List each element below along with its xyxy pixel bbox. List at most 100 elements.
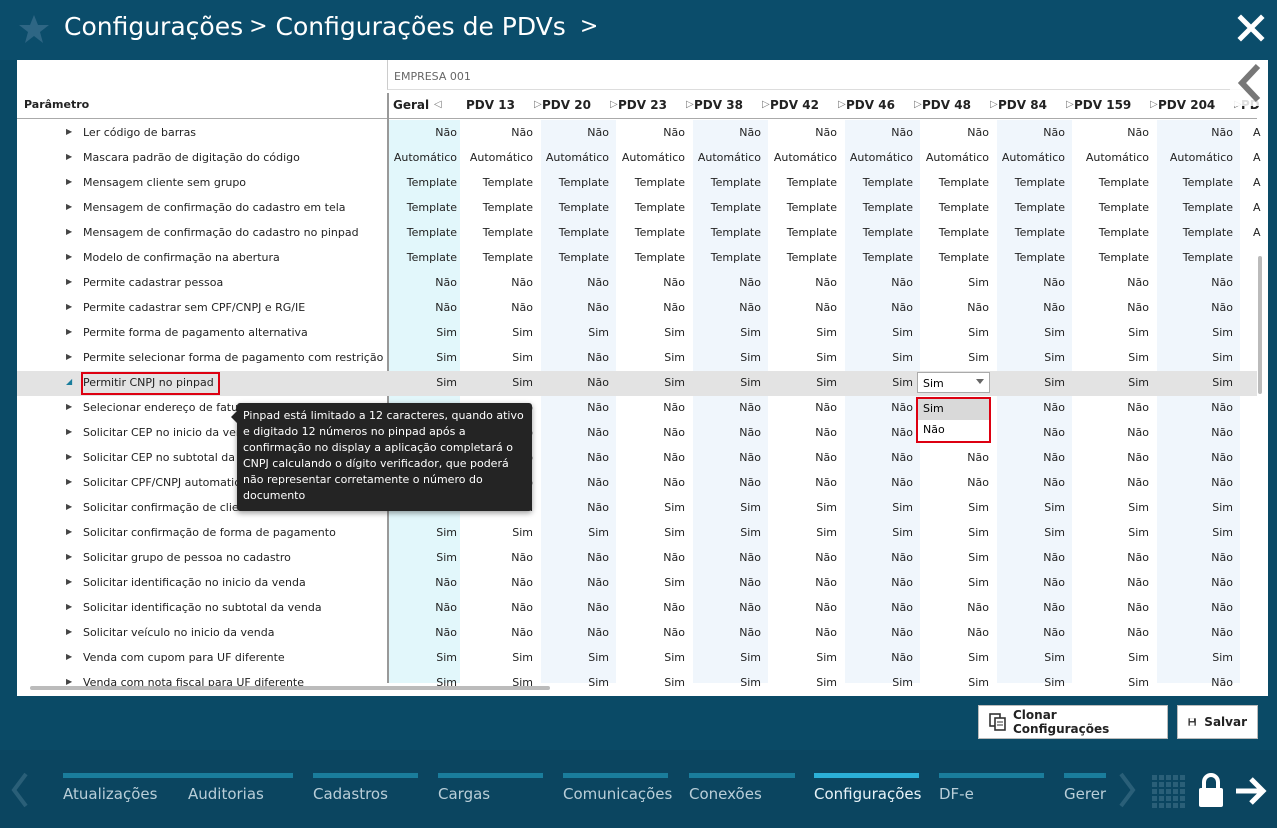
param-value[interactable]: Não — [1127, 601, 1149, 614]
param-value[interactable]: Template — [710, 176, 761, 189]
param-value[interactable]: Sim — [968, 651, 989, 664]
param-value[interactable]: Template — [634, 226, 685, 239]
star-icon[interactable] — [18, 13, 50, 45]
param-value[interactable]: Template — [634, 251, 685, 264]
expand-icon[interactable]: ▶ — [66, 427, 73, 436]
param-value[interactable]: Template — [1098, 251, 1149, 264]
nav-item[interactable]: Auditorias — [188, 773, 293, 813]
param-value[interactable]: Não — [1211, 601, 1233, 614]
param-value[interactable]: Não — [663, 426, 685, 439]
param-value[interactable]: Template — [634, 176, 685, 189]
column-header[interactable]: PDV 20 — [542, 98, 591, 112]
param-value[interactable]: Não — [891, 601, 913, 614]
column-sort-icon[interactable]: ▷ — [686, 99, 694, 110]
expand-icon[interactable]: ▶ — [66, 202, 73, 211]
param-value[interactable]: Não — [891, 626, 913, 639]
param-value[interactable]: Sim — [1044, 676, 1065, 689]
param-value[interactable]: Sim — [512, 526, 533, 539]
param-value[interactable]: Template — [558, 176, 609, 189]
param-value[interactable]: Template — [482, 176, 533, 189]
param-value[interactable]: Template — [786, 226, 837, 239]
table-row[interactable]: ▶ Permite cadastrar sem CPF/CNPJ e RG/IE N… — [17, 296, 1257, 321]
param-value[interactable]: Não — [587, 401, 609, 414]
table-row[interactable]: ▶ Solicitar identificação no subtotal da … — [17, 596, 1257, 621]
param-value[interactable]: Não — [891, 451, 913, 464]
param-value[interactable]: Sim — [1212, 376, 1233, 389]
param-value[interactable]: Não — [1043, 551, 1065, 564]
table-row[interactable]: ▶ Solicitar identificação no inicio da ve… — [17, 571, 1257, 596]
param-value[interactable]: Template — [862, 201, 913, 214]
param-value[interactable]: Automático — [545, 151, 609, 164]
param-value[interactable]: Não — [1127, 301, 1149, 314]
param-value[interactable]: Sim — [436, 676, 457, 689]
param-value[interactable]: Sim — [512, 676, 533, 689]
param-value[interactable]: Sim — [968, 501, 989, 514]
param-value[interactable]: Sim — [740, 501, 761, 514]
param-value[interactable]: Não — [587, 476, 609, 489]
param-value[interactable]: A — [1253, 176, 1261, 189]
nav-item[interactable]: Gerer — [1064, 773, 1106, 813]
table-row[interactable]: ▶ Mascara padrão de digitação do código Au… — [17, 146, 1261, 171]
param-value[interactable]: Não — [967, 476, 989, 489]
param-value[interactable]: Não — [435, 626, 457, 639]
param-value[interactable]: Não — [511, 626, 533, 639]
table-row[interactable]: ▶ Mensagem de confirmação do cadastro em … — [17, 196, 1261, 221]
param-value[interactable]: Template — [1014, 226, 1065, 239]
param-value[interactable]: Template — [710, 201, 761, 214]
param-value[interactable]: Não — [739, 276, 761, 289]
param-value[interactable]: Sim — [1044, 526, 1065, 539]
param-value[interactable]: Sim — [816, 676, 837, 689]
table-row[interactable]: ▶ Solicitar grupo de pessoa no cadastro Si… — [17, 546, 1257, 571]
nav-item[interactable]: Comunicações — [563, 773, 672, 813]
param-value[interactable]: Não — [739, 601, 761, 614]
param-value[interactable]: Template — [482, 251, 533, 264]
table-row[interactable]: ▶ Permite forma de pagamento alternativa S… — [17, 321, 1257, 346]
param-value[interactable]: Não — [1043, 626, 1065, 639]
param-value[interactable]: Não — [739, 301, 761, 314]
param-value[interactable]: Template — [710, 226, 761, 239]
nav-next-icon[interactable] — [1117, 770, 1139, 810]
param-value[interactable]: Não — [587, 301, 609, 314]
nav-item[interactable]: Conexões — [689, 773, 795, 813]
param-value[interactable]: Não — [1043, 401, 1065, 414]
table-row[interactable]: ▶ Solicitar confirmação de forma de pagam… — [17, 521, 1257, 546]
param-value[interactable]: Não — [1127, 451, 1149, 464]
table-row[interactable]: ▶ Solicitar veículo no inicio da venda Não… — [17, 621, 1257, 646]
param-value[interactable]: Não — [587, 451, 609, 464]
param-value[interactable]: Não — [739, 401, 761, 414]
table-row[interactable]: ▶ Solicitar CPF/CNPJ automaticamente Não Nã… — [17, 471, 1257, 496]
param-value[interactable]: Template — [482, 226, 533, 239]
table-row[interactable]: ▶ Modelo de confirmação na abertura Templa… — [17, 246, 1257, 271]
param-value[interactable]: Não — [815, 451, 837, 464]
column-header[interactable]: PDV 48 — [922, 98, 971, 112]
param-value[interactable]: Template — [634, 201, 685, 214]
param-value[interactable]: Não — [815, 626, 837, 639]
table-row[interactable]: ▶ Solicitar CEP no inicio da venda Não Não N… — [17, 421, 1257, 446]
param-value[interactable]: Sim — [1128, 326, 1149, 339]
param-value[interactable]: Não — [587, 276, 609, 289]
param-value[interactable]: Sim — [816, 351, 837, 364]
param-value[interactable]: Não — [663, 626, 685, 639]
param-value[interactable]: Não — [1211, 476, 1233, 489]
table-row[interactable]: ▶ Solicitar CEP no subtotal da venda Não Nã… — [17, 446, 1257, 471]
param-value[interactable]: Não — [587, 576, 609, 589]
param-value[interactable]: Automático — [1085, 151, 1149, 164]
param-value[interactable]: Sim — [436, 551, 457, 564]
param-value[interactable]: Template — [1182, 201, 1233, 214]
column-header[interactable]: PDV 13 — [466, 98, 515, 112]
param-value[interactable]: Não — [1043, 301, 1065, 314]
param-value[interactable]: Não — [1127, 576, 1149, 589]
column-header[interactable]: PDV 42 — [770, 98, 819, 112]
param-value[interactable]: Não — [739, 476, 761, 489]
grid-icon[interactable] — [1152, 775, 1185, 808]
param-value[interactable]: Não — [739, 576, 761, 589]
param-value[interactable]: Não — [1211, 126, 1233, 139]
param-value[interactable]: Não — [967, 301, 989, 314]
param-value[interactable]: Não — [967, 626, 989, 639]
clone-config-button[interactable]: Clonar Configurações — [978, 705, 1168, 739]
param-value[interactable]: Não — [1043, 576, 1065, 589]
param-value[interactable]: Não — [1127, 551, 1149, 564]
expand-icon[interactable]: ▶ — [66, 577, 73, 586]
param-value[interactable]: Não — [815, 401, 837, 414]
param-value[interactable]: Sim — [816, 651, 837, 664]
